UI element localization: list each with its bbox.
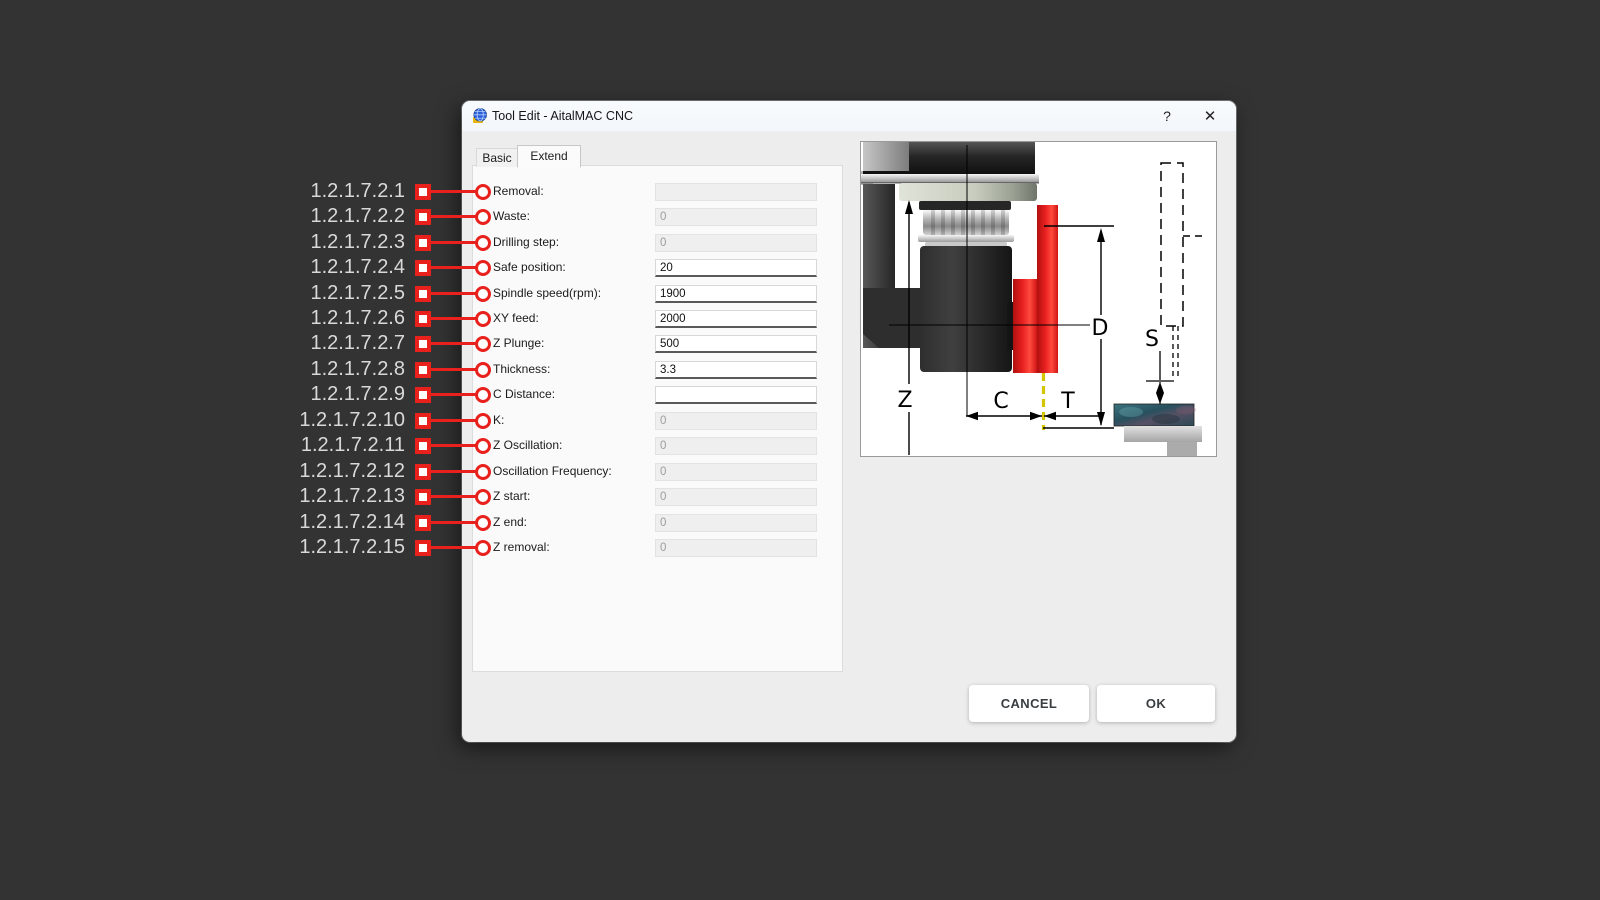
field-label: Z start: [493, 489, 531, 503]
annotation-ref-label: 1.2.1.7.2.8 [310, 358, 405, 380]
annotation-square-marker [415, 515, 431, 531]
saw-blade [1013, 205, 1058, 373]
field-input [655, 437, 817, 455]
field-label: Z Oscillation: [493, 438, 563, 452]
annotation-square-marker [415, 489, 431, 505]
app-globe-icon [473, 108, 487, 123]
field-label: Spindle speed(rpm): [493, 286, 602, 300]
annotation-square-marker [415, 209, 431, 225]
field-label: Thickness: [493, 362, 551, 376]
ok-button[interactable]: OK [1097, 685, 1215, 722]
annotation-ref-label: 1.2.1.7.2.11 [300, 434, 405, 456]
annotation-ref-label: 1.2.1.7.2.4 [310, 256, 405, 278]
field-label: Waste: [493, 209, 530, 223]
annotation-square-marker [415, 260, 431, 276]
annotation-ref-label: 1.2.1.7.2.15 [299, 536, 405, 558]
close-button[interactable]: ✕ [1203, 108, 1217, 125]
field-label: XY feed: [493, 311, 539, 325]
tool-diagram-svg: Z C T D S [861, 142, 1202, 456]
field-input [655, 412, 817, 430]
annotation-square-marker [415, 286, 431, 302]
annotation-square-marker [415, 311, 431, 327]
titlebar[interactable]: Tool Edit - AitalMAC CNC ? ✕ [462, 101, 1236, 131]
annotation-square-marker [415, 438, 431, 454]
field-label: Safe position: [493, 260, 566, 274]
annotation-ref-label: 1.2.1.7.2.3 [310, 231, 405, 253]
field-input [655, 208, 817, 226]
field-input[interactable] [655, 310, 817, 328]
field-label: Drilling step: [493, 235, 560, 249]
field-input[interactable] [655, 259, 817, 277]
annotation-ref-label: 1.2.1.7.2.9 [310, 383, 405, 405]
field-input[interactable] [655, 285, 817, 303]
dim-label-z: Z [897, 388, 912, 413]
annotation-square-marker [415, 235, 431, 251]
dim-label-c: C [993, 389, 1008, 414]
field-input[interactable] [655, 386, 817, 404]
annotation-square-marker [415, 362, 431, 378]
tab-extend[interactable]: Extend [517, 145, 581, 168]
tool-edit-dialog: Tool Edit - AitalMAC CNC ? ✕ Basic Exten… [462, 101, 1236, 742]
annotation-ref-label: 1.2.1.7.2.12 [299, 460, 405, 482]
field-input[interactable] [655, 361, 817, 379]
dim-label-d: D [1092, 316, 1109, 341]
field-label: Oscillation Frequency: [493, 464, 612, 478]
field-label: Removal: [493, 184, 544, 198]
annotation-ref-label: 1.2.1.7.2.1 [310, 180, 405, 202]
field-input [655, 234, 817, 252]
field-input [655, 488, 817, 506]
field-label: C Distance: [493, 387, 556, 401]
window-title: Tool Edit - AitalMAC CNC [492, 109, 634, 123]
field-input[interactable] [655, 335, 817, 353]
dim-label-s: S [1145, 327, 1159, 352]
field-label: Z Plunge: [493, 336, 545, 350]
field-input [655, 539, 817, 557]
field-label: Z removal: [493, 540, 550, 554]
field-label: Z end: [493, 515, 528, 529]
workpiece [1113, 403, 1202, 456]
field-label: K: [493, 413, 505, 427]
annotation-square-marker [415, 413, 431, 429]
annotation-square-marker [415, 540, 431, 556]
cancel-button[interactable]: CANCEL [969, 685, 1089, 722]
annotation-ref-label: 1.2.1.7.2.14 [299, 511, 405, 533]
tab-basic[interactable]: Basic [476, 148, 518, 167]
annotation-square-marker [415, 336, 431, 352]
annotation-ref-label: 1.2.1.7.2.6 [310, 307, 405, 329]
annotation-square-marker [415, 387, 431, 403]
spindle-assembly [861, 142, 1039, 372]
tool-outline-dashed [1160, 162, 1202, 379]
field-input [655, 463, 817, 481]
tool-diagram: Z C T D S [860, 141, 1217, 457]
annotation-ref-label: 1.2.1.7.2.5 [310, 282, 405, 304]
annotation-ref-label: 1.2.1.7.2.7 [310, 332, 405, 354]
annotation-square-marker [415, 184, 431, 200]
annotation-ref-label: 1.2.1.7.2.10 [299, 409, 405, 431]
dim-label-t: T [1060, 389, 1075, 414]
help-button[interactable]: ? [1163, 108, 1171, 124]
dimension-annotations: Z C T D S [889, 145, 1174, 455]
annotation-ref-label: 1.2.1.7.2.2 [310, 205, 405, 227]
field-input [655, 514, 817, 532]
annotation-square-marker [415, 464, 431, 480]
annotation-ref-label: 1.2.1.7.2.13 [299, 485, 405, 507]
field-input [655, 183, 817, 201]
